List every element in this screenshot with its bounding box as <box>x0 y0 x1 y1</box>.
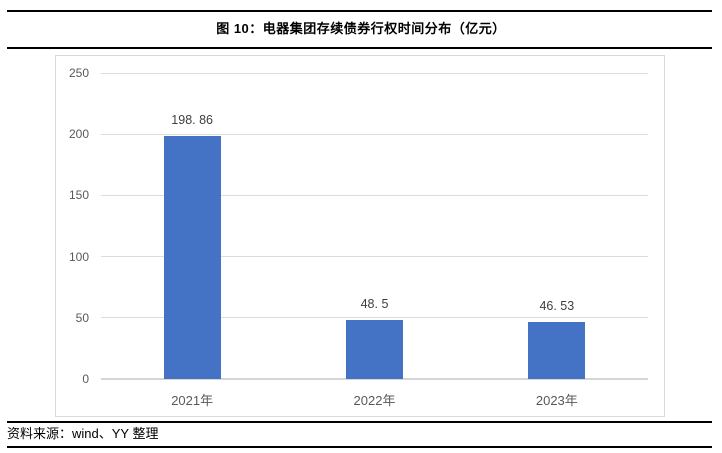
gridline-200 <box>101 133 648 135</box>
x-tick-label-2022年: 2022年 <box>353 393 396 408</box>
title-divider-rule <box>7 47 712 49</box>
y-tick-label-100: 100 <box>68 249 89 264</box>
gridline-150 <box>101 194 648 196</box>
y-tick-label-150: 150 <box>68 188 89 203</box>
gridline-100 <box>101 256 648 258</box>
y-tick-label-250: 250 <box>68 66 89 80</box>
bottom-rule <box>7 446 712 448</box>
top-rule <box>7 10 712 12</box>
bar-chart: 0 50 100 150 200 250 198. 86 2021年 48. 5 2022年 46.… <box>56 56 664 416</box>
source-note: 资料来源：wind、YY 整理 <box>7 426 159 441</box>
value-label-2023年: 46. 53 <box>539 299 575 314</box>
x-tick-label-2023年: 2023年 <box>535 393 578 408</box>
gridline-50 <box>101 317 648 319</box>
y-tick-label-50: 50 <box>75 310 89 325</box>
gridline-250 <box>101 72 648 74</box>
x-tick-label-2021年: 2021年 <box>171 393 214 408</box>
y-tick-label-200: 200 <box>68 127 89 142</box>
chart-frame: 0 50 100 150 200 250 198. 86 2021年 48. 5 2022年 46.… <box>55 55 665 417</box>
bar-2021年 <box>163 135 221 379</box>
x-axis-line <box>101 378 648 380</box>
figure-title: 图 10：电器集团存续债券行权时间分布（亿元） <box>216 21 506 36</box>
value-label-2022年: 48. 5 <box>360 296 389 311</box>
value-label-2021年: 198. 86 <box>171 112 214 127</box>
bar-2022年 <box>346 319 403 379</box>
bar-2023年 <box>528 322 586 379</box>
y-tick-label-0: 0 <box>82 372 89 386</box>
source-top-rule <box>7 421 712 423</box>
